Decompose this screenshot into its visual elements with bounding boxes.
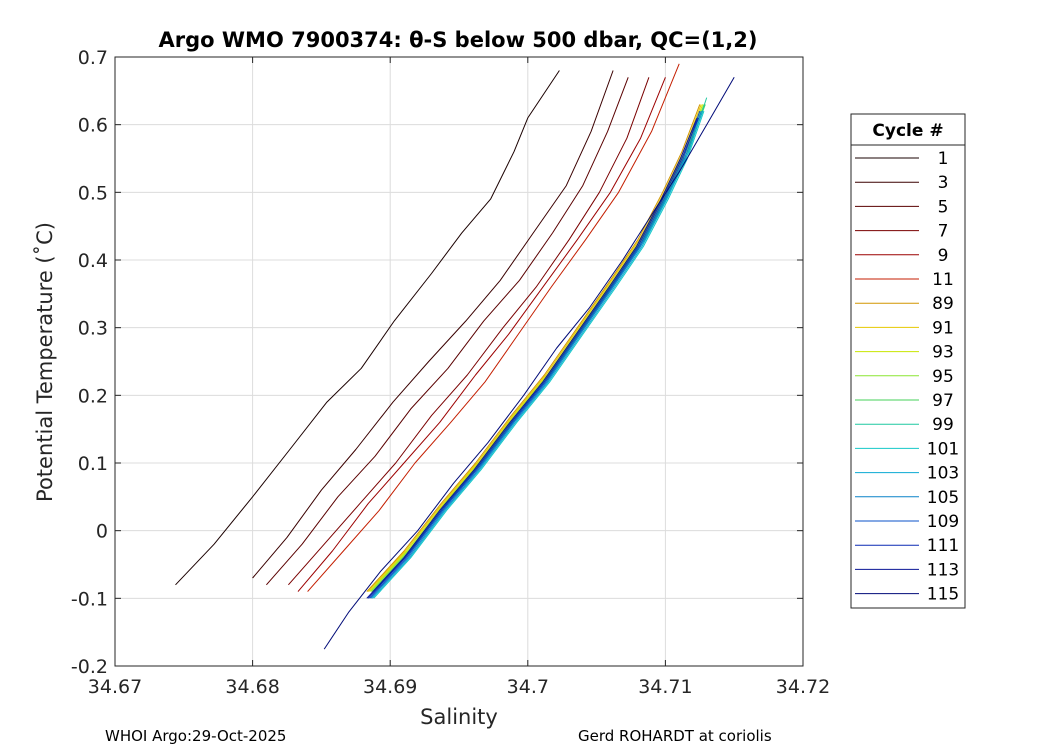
y-tick-label-1: -0.1 xyxy=(71,588,108,610)
legend-label-cycle-7: 7 xyxy=(938,222,949,242)
axis-ticks: 34.67 34.68 34.69 34.7 34.71 34.72 -0.2 -0.1 0 0.… xyxy=(71,47,830,698)
plot-frame xyxy=(114,56,804,667)
series-line-cycle-105 xyxy=(370,110,702,599)
series-line-cycle-7 xyxy=(288,77,650,586)
legend-label-cycle-3: 3 xyxy=(938,173,949,193)
legend-label-cycle-111: 111 xyxy=(927,536,959,556)
legend-label-cycle-99: 99 xyxy=(932,415,954,435)
x-tick-label-2: 34.69 xyxy=(363,676,417,698)
legend: Cycle # 13579118991939597991011031051091… xyxy=(850,113,966,609)
legend-label-cycle-103: 103 xyxy=(927,464,959,484)
legend-title: Cycle # xyxy=(872,121,943,141)
y-axis-label: Potential Temperature (˚C) xyxy=(33,222,57,502)
legend-label-cycle-93: 93 xyxy=(932,343,954,363)
legend-label-cycle-89: 89 xyxy=(932,294,954,314)
legend-label-cycle-95: 95 xyxy=(932,367,954,387)
legend-label-cycle-115: 115 xyxy=(927,585,959,605)
series-line-cycle-9 xyxy=(297,77,666,592)
x-tick-label-3: 34.7 xyxy=(507,676,549,698)
y-tick-label-4: 0.2 xyxy=(78,385,108,407)
series-lines xyxy=(175,63,735,650)
series-line-cycle-113 xyxy=(366,117,698,599)
y-tick-label-7: 0.5 xyxy=(78,182,108,204)
y-tick-label-3: 0.1 xyxy=(78,453,108,475)
series-line-cycle-5 xyxy=(266,77,629,586)
series-line-cycle-109 xyxy=(369,110,701,599)
legend-label-cycle-11: 11 xyxy=(932,270,954,290)
x-axis-label: Salinity xyxy=(420,705,498,729)
chart-title: Argo WMO 7900374: θ-S below 500 dbar, QC… xyxy=(159,28,758,52)
legend-box xyxy=(850,113,966,609)
grid-lines xyxy=(114,56,804,667)
series-line-cycle-3 xyxy=(252,70,614,579)
x-tick-label-4: 34.71 xyxy=(638,676,692,698)
footer-left: WHOI Argo:29-Oct-2025 xyxy=(105,727,286,745)
y-tick-label-6: 0.4 xyxy=(78,250,108,272)
series-line-cycle-11 xyxy=(307,63,680,592)
legend-items: 1 3 5 7 9 11 89 91 93 95 97 99 101 103 105 109 111 113 115 xyxy=(855,149,959,605)
legend-label-cycle-97: 97 xyxy=(932,391,954,411)
series-line-cycle-1 xyxy=(175,70,560,586)
y-tick-label-8: 0.6 xyxy=(78,115,108,137)
y-tick-label-5: 0.3 xyxy=(78,318,108,340)
y-tick-label-0: -0.2 xyxy=(71,656,108,678)
y-tick-label-2: 0 xyxy=(96,521,108,543)
legend-label-cycle-1: 1 xyxy=(938,149,949,169)
y-tick-label-9: 0.7 xyxy=(78,47,108,69)
x-tick-label-1: 34.68 xyxy=(225,676,279,698)
x-tick-label-5: 34.72 xyxy=(776,676,830,698)
legend-label-cycle-113: 113 xyxy=(927,560,959,580)
legend-label-cycle-5: 5 xyxy=(938,197,949,217)
legend-label-cycle-101: 101 xyxy=(927,439,959,459)
series-line-cycle-103 xyxy=(371,110,704,599)
footer-right: Gerd ROHARDT at coriolis xyxy=(578,727,772,745)
legend-label-cycle-109: 109 xyxy=(927,512,959,532)
series-line-cycle-89 xyxy=(366,104,701,592)
series-line-cycle-101 xyxy=(373,110,705,599)
legend-label-cycle-91: 91 xyxy=(932,318,954,338)
series-line-cycle-115 xyxy=(323,77,735,650)
legend-label-cycle-9: 9 xyxy=(938,246,949,266)
legend-label-cycle-105: 105 xyxy=(927,488,959,508)
x-tick-label-0: 34.67 xyxy=(88,676,142,698)
